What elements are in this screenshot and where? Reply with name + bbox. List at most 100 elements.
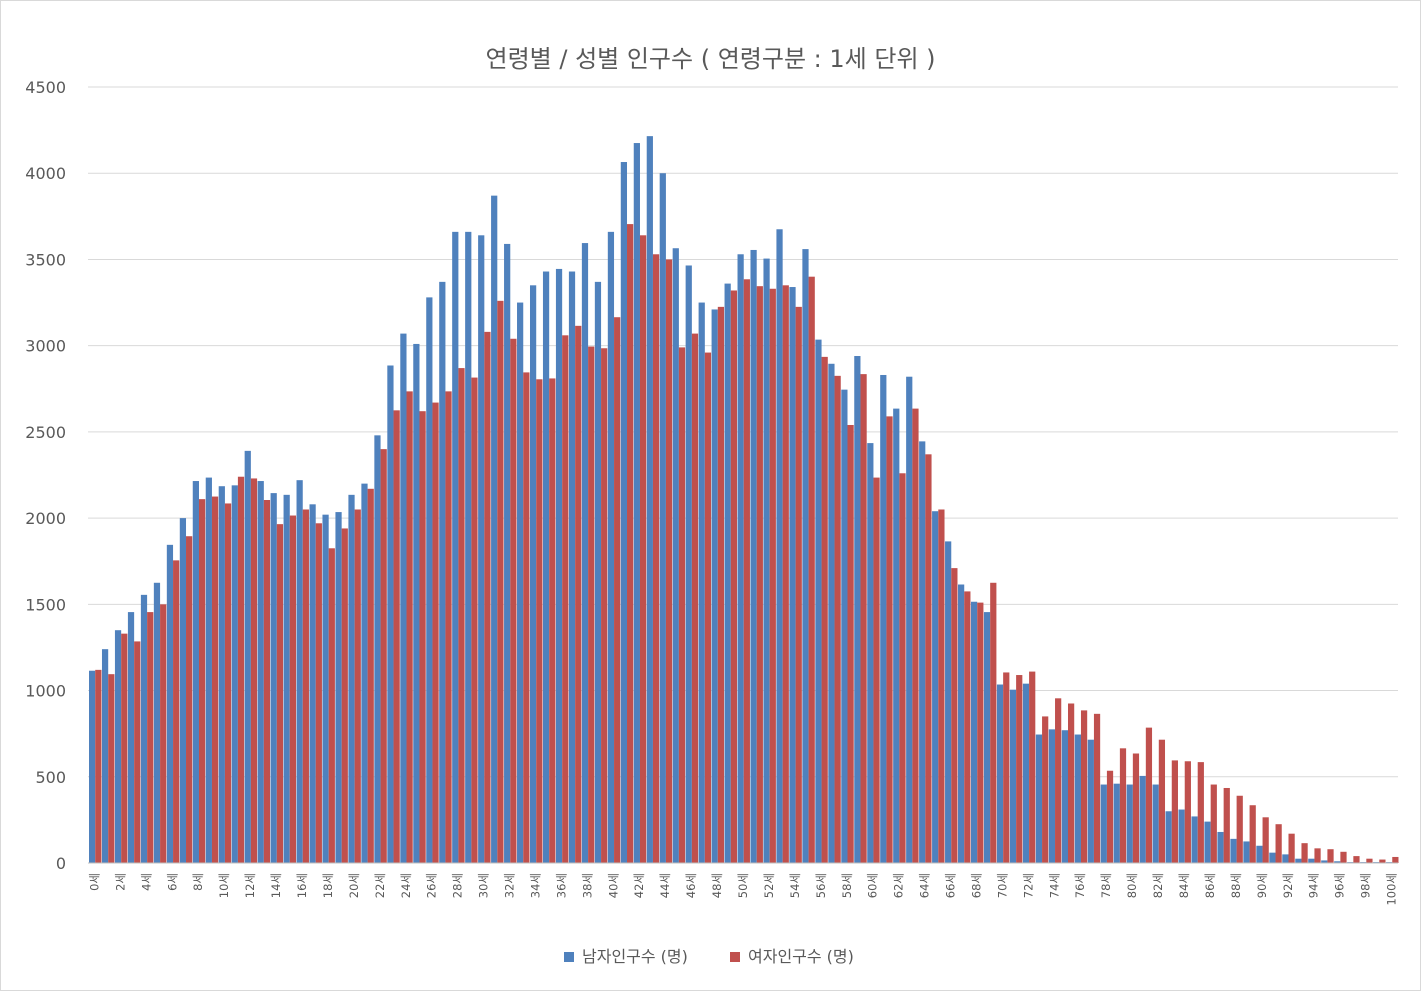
female-bar bbox=[1275, 824, 1282, 863]
female-bar bbox=[1301, 843, 1308, 863]
x-tick-label: 28세 bbox=[451, 873, 465, 898]
x-tick-label: 68세 bbox=[969, 873, 983, 898]
x-tick-label: 38세 bbox=[580, 873, 594, 898]
male-bar bbox=[1256, 845, 1263, 863]
female-bar bbox=[1158, 739, 1166, 863]
female-bar bbox=[1003, 672, 1010, 863]
x-tick-label: 44세 bbox=[658, 873, 672, 898]
male-bar bbox=[192, 481, 199, 863]
male-bar bbox=[1178, 809, 1185, 863]
male-bar bbox=[1243, 841, 1250, 863]
x-tick-label: 32세 bbox=[503, 873, 517, 898]
male-bar bbox=[1074, 734, 1081, 863]
y-tick-label: 3500 bbox=[25, 250, 66, 269]
male-bar bbox=[867, 443, 874, 863]
x-tick-label: 86세 bbox=[1203, 873, 1217, 898]
female-bar bbox=[237, 476, 245, 863]
male-bar bbox=[1282, 854, 1289, 863]
female-bar bbox=[1223, 787, 1230, 863]
female-bar bbox=[484, 331, 491, 864]
female-bar bbox=[341, 528, 348, 863]
female-bar bbox=[1171, 760, 1178, 863]
male-bar bbox=[1087, 739, 1094, 863]
female-bar bbox=[315, 523, 322, 863]
male-bar bbox=[166, 544, 174, 863]
female-bar bbox=[925, 454, 932, 863]
female-bar bbox=[899, 473, 906, 863]
male-bar bbox=[568, 271, 576, 863]
female-bar bbox=[990, 582, 997, 863]
x-tick-label: 60세 bbox=[866, 873, 880, 898]
male-bar bbox=[555, 268, 563, 863]
female-bar bbox=[1236, 795, 1243, 863]
male-bar bbox=[1022, 683, 1030, 863]
male-bar bbox=[1152, 784, 1159, 863]
x-tick-label: 26세 bbox=[425, 873, 439, 898]
female-bar bbox=[1210, 784, 1217, 863]
female-bar bbox=[302, 509, 309, 863]
male-bar bbox=[776, 229, 783, 863]
x-tick-label: 96세 bbox=[1333, 873, 1347, 898]
female-bar bbox=[147, 612, 154, 863]
y-tick-label: 2500 bbox=[25, 423, 66, 442]
male-bar bbox=[504, 243, 511, 863]
male-bar bbox=[101, 649, 109, 863]
female-bar bbox=[601, 348, 608, 864]
x-tick-label: 50세 bbox=[736, 873, 750, 898]
y-tick-label: 4500 bbox=[25, 78, 66, 97]
x-tick-label: 12세 bbox=[243, 873, 257, 898]
female-bar bbox=[224, 503, 232, 863]
male-bar bbox=[529, 285, 537, 863]
x-tick-label: 84세 bbox=[1177, 873, 1191, 898]
female-bar bbox=[730, 290, 737, 863]
x-tick-label: 56세 bbox=[814, 873, 828, 898]
male-bar bbox=[607, 231, 615, 863]
female-bar bbox=[536, 379, 543, 863]
female-bar bbox=[134, 641, 141, 863]
x-tick-label: 92세 bbox=[1281, 873, 1295, 898]
male-bar bbox=[1009, 689, 1017, 863]
male-bar bbox=[542, 271, 550, 863]
female-bar bbox=[121, 633, 128, 863]
x-tick-label: 74세 bbox=[1047, 873, 1061, 898]
female-bar bbox=[1029, 671, 1036, 863]
male-bar bbox=[244, 450, 251, 863]
legend-swatch-male bbox=[564, 952, 574, 962]
male-bar bbox=[1126, 784, 1133, 863]
female-bar bbox=[938, 509, 945, 863]
female-bar bbox=[289, 515, 297, 863]
female-bar bbox=[860, 374, 867, 863]
female-bar bbox=[652, 254, 660, 863]
x-tick-label: 66세 bbox=[944, 873, 958, 898]
y-tick-label: 500 bbox=[35, 768, 66, 787]
male-bar bbox=[1035, 734, 1043, 863]
male-bar bbox=[646, 136, 653, 863]
male-bar bbox=[880, 374, 887, 863]
x-tick-label: 88세 bbox=[1229, 873, 1243, 898]
x-tick-label: 18세 bbox=[321, 873, 335, 898]
female-bar bbox=[977, 602, 984, 863]
male-bar bbox=[620, 162, 628, 864]
female-bar bbox=[1067, 703, 1075, 863]
x-tick-label: 36세 bbox=[554, 873, 568, 898]
female-bar bbox=[717, 306, 725, 863]
female-bar bbox=[432, 402, 439, 863]
x-tick-label: 14세 bbox=[269, 873, 283, 898]
female-bar bbox=[562, 335, 569, 863]
female-bar bbox=[639, 235, 647, 863]
male-bar bbox=[854, 356, 861, 863]
male-bar bbox=[465, 231, 472, 863]
male-bar bbox=[439, 281, 446, 864]
male-bar bbox=[945, 541, 952, 863]
male-bar bbox=[1048, 729, 1056, 863]
female-bar bbox=[497, 300, 504, 863]
female-bar bbox=[704, 352, 712, 863]
male-bar bbox=[296, 480, 303, 863]
male-bar bbox=[1204, 821, 1211, 863]
female-bar bbox=[886, 416, 893, 863]
female-bar bbox=[808, 276, 815, 863]
male-bar bbox=[1334, 861, 1341, 863]
male-bar bbox=[517, 302, 524, 863]
female-bar bbox=[1184, 761, 1191, 863]
